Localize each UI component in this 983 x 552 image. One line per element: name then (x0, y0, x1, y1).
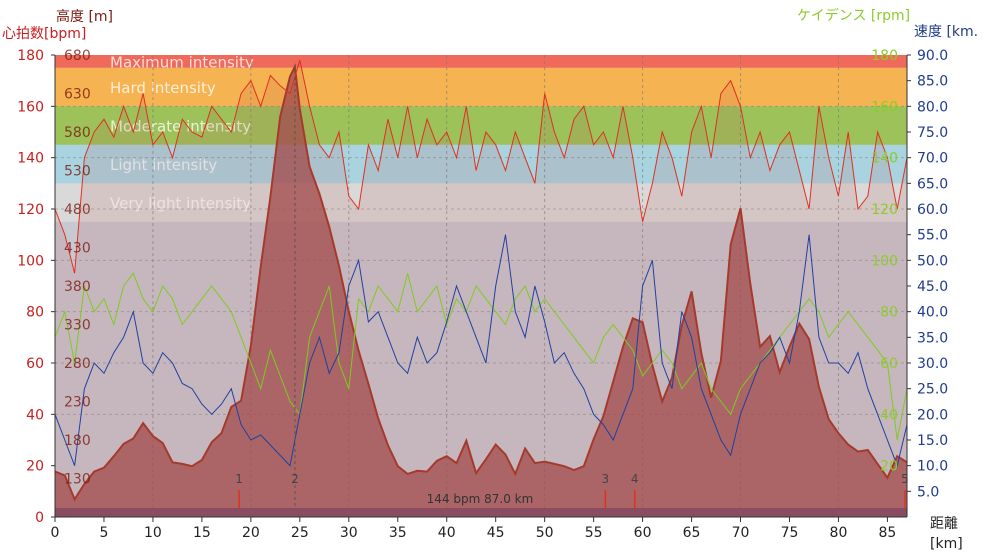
altitude-tick-label: 330 (64, 318, 91, 334)
hr-tick-label: 60 (26, 356, 44, 372)
hr-tick-label: 0 (35, 510, 44, 526)
hr-tick-label: 80 (26, 305, 44, 321)
cadence-tick-label: 140 (871, 151, 898, 167)
x-tick-label: 80 (830, 525, 848, 541)
heart-rate-line (54, 59, 908, 274)
speed-tick-label: 55.0 (917, 228, 948, 244)
zone-band-2 (55, 106, 907, 145)
speed-tick-label: 15.0 (917, 433, 948, 449)
x-tick-label: 0 (51, 525, 60, 541)
altitude-area (55, 66, 907, 517)
altitude-tick-label: 180 (64, 433, 91, 449)
zone-band-4 (55, 183, 907, 222)
zone-label-0: Maximum intensity (110, 53, 254, 71)
marker-label-3: 3 (602, 472, 610, 486)
x-tick-label: 85 (878, 525, 896, 541)
altitude-tick-label: 230 (64, 395, 91, 411)
altitude-tick-label: 280 (64, 356, 91, 372)
altitude-line (54, 63, 908, 502)
speed-tick-label: 60.0 (917, 202, 948, 218)
altitude-tick-label: 580 (64, 125, 91, 141)
altitude-tick-label: 480 (64, 202, 91, 218)
cadence-tick-label: 20 (880, 459, 898, 475)
altitude-tick-label: 680 (64, 48, 91, 64)
x-tick-label: 45 (487, 525, 505, 541)
x-tick-label: 10 (144, 525, 162, 541)
hr-tick-label: 180 (17, 48, 44, 64)
speed-tick-label: 75.0 (917, 125, 948, 141)
x-tick-label: 60 (634, 525, 652, 541)
altitude-tick-label: 130 (64, 472, 91, 488)
altitude-tick-label: 380 (64, 279, 91, 295)
altitude-tick-label: 430 (64, 241, 91, 257)
speed-tick-label: 50.0 (917, 253, 948, 269)
speed-axis-title: 速度 [km. (914, 24, 978, 40)
speed-tick-label: 30.0 (917, 356, 948, 372)
x-tick-label: 15 (193, 525, 211, 541)
x-tick-label: 25 (291, 525, 309, 541)
x-tick-label: 30 (340, 525, 358, 541)
x-tick-label: 40 (438, 525, 456, 541)
cadence-line (54, 272, 908, 441)
hr-tick-label: 120 (17, 202, 44, 218)
x-tick-label: 20 (242, 525, 260, 541)
cadence-axis-title: ケイデンス [rpm] (797, 7, 910, 24)
hr-tick-label: 20 (26, 459, 44, 475)
distance-axis-unit: [km] (930, 536, 963, 552)
speed-tick-label: 25.0 (917, 382, 948, 398)
speed-tick-label: 85.0 (917, 74, 948, 90)
speed-tick-label: 40.0 (917, 305, 948, 321)
zone-label-1: Hard intensity (110, 79, 216, 97)
cadence-tick-label: 40 (880, 407, 898, 423)
cadence-tick-label: 60 (880, 356, 898, 372)
speed-tick-label: 90.0 (917, 48, 948, 64)
marker-label-5: 5 (901, 472, 909, 486)
hr-tick-label: 140 (17, 151, 44, 167)
summary-label: 144 bpm 87.0 km (427, 492, 534, 506)
x-tick-label: 55 (585, 525, 603, 541)
cadence-tick-label: 160 (871, 99, 898, 115)
speed-tick-label: 45.0 (917, 279, 948, 295)
hr-tick-label: 100 (17, 253, 44, 269)
speed-line (54, 234, 908, 468)
speed-tick-label: 5.0 (917, 484, 939, 500)
marker-label-1: 1 (235, 472, 243, 486)
zone-band-1 (55, 67, 907, 107)
altitude-axis-title: 高度 [m] (56, 8, 113, 25)
x-tick-label: 70 (732, 525, 750, 541)
altitude-tick-label: 530 (64, 164, 91, 180)
speed-tick-label: 10.0 (917, 459, 948, 475)
speed-tick-label: 65.0 (917, 176, 948, 192)
x-tick-label: 65 (683, 525, 701, 541)
zone-label-4: Very light intensity (110, 195, 251, 213)
marker-label-2: 2 (291, 472, 299, 486)
cadence-tick-label: 180 (871, 48, 898, 64)
cadence-tick-label: 120 (871, 202, 898, 218)
speed-tick-label: 35.0 (917, 330, 948, 346)
speed-tick-label: 20.0 (917, 407, 948, 423)
hr-axis-title: 心拍数[bpm] (2, 26, 86, 42)
distance-axis-title: 距離 (930, 515, 958, 532)
cadence-tick-label: 80 (880, 305, 898, 321)
speed-tick-label: 70.0 (917, 151, 948, 167)
altitude-tick-label: 630 (64, 87, 91, 103)
x-tick-label: 5 (100, 525, 109, 541)
x-tick-label: 75 (781, 525, 799, 541)
zone-label-3: Light intensity (110, 156, 217, 174)
cadence-tick-label: 100 (871, 253, 898, 269)
hr-tick-label: 160 (17, 99, 44, 115)
speed-tick-label: 80.0 (917, 99, 948, 115)
x-tick-label: 35 (389, 525, 407, 541)
marker-label-4: 4 (631, 472, 639, 486)
x-tick-label: 50 (536, 525, 554, 541)
zone-band-0 (55, 55, 907, 68)
hr-tick-label: 40 (26, 407, 44, 423)
heart-rate-area (55, 60, 907, 517)
